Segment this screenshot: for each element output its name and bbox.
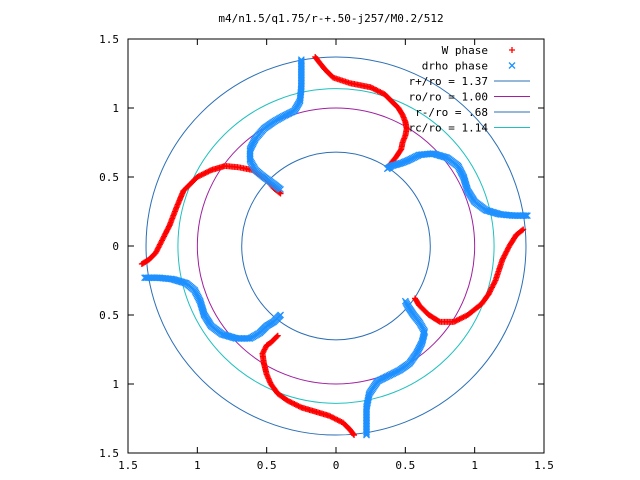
y-tick-label: 0 (112, 240, 119, 253)
legend-label-circle-0: r+/ro = 1.37 (409, 75, 488, 88)
x-tick-label: 0.5 (257, 459, 277, 472)
circle-1 (196, 107, 476, 385)
series-0-arm-3-point (273, 333, 280, 340)
series-group (138, 53, 531, 439)
y-tick-label: 1.5 (99, 33, 119, 46)
x-tick-label: 1.5 (118, 459, 138, 472)
series-0-arm-2-point (412, 296, 419, 303)
y-tick-label: 1 (112, 102, 119, 115)
series-1 (141, 56, 531, 439)
legend-label-circle-1: ro/ro = 1.00 (409, 91, 488, 104)
y-tick-label: 1.5 (99, 447, 119, 460)
series-0-arm-2-point (412, 295, 419, 302)
circle-0 (145, 56, 527, 436)
x-tick-label: 0 (333, 459, 340, 472)
circle-3 (177, 88, 495, 404)
series-1-arm-0-point (277, 185, 284, 193)
x-tick-label: 1 (194, 459, 201, 472)
legend: W phase drho phase r+/ro = 1.37 ro/ro = 1.0… (409, 44, 530, 135)
y-tick-label: 1 (112, 378, 119, 391)
legend-label-circle-2: r-/ro = .68 (415, 106, 488, 119)
axis-ticks: 1.5 1 0.5 0 0.5 1 1.51.510.500.511.5 (99, 33, 554, 472)
x-tick-label: 1 (471, 459, 478, 472)
series-0-arm-1-point (277, 190, 284, 197)
y-tick-label: 0.5 (99, 309, 119, 322)
y-tick-label: 0.5 (99, 171, 119, 184)
legend-label-series-1: drho phase (422, 60, 488, 73)
x-tick-label: 1.5 (534, 459, 554, 472)
circle-2 (241, 151, 431, 341)
legend-marker-series-0 (509, 47, 515, 53)
reference-circles (145, 56, 527, 436)
legend-label-circle-3: rc/ro = 1.14 (409, 122, 489, 135)
legend-label-series-0: W phase (442, 44, 488, 57)
series-1-arm-3-point (401, 297, 409, 305)
series-0-arm-3-point (274, 332, 281, 339)
x-tick-label: 0.5 (395, 459, 415, 472)
series-1-arm-2-point (383, 165, 391, 173)
series-1-arm-1-point (277, 311, 284, 319)
legend-marker-series-1 (508, 62, 516, 69)
chart-title: m4/n1.5/q1.75/r-+.50-j257/M0.2/512 (218, 12, 443, 25)
